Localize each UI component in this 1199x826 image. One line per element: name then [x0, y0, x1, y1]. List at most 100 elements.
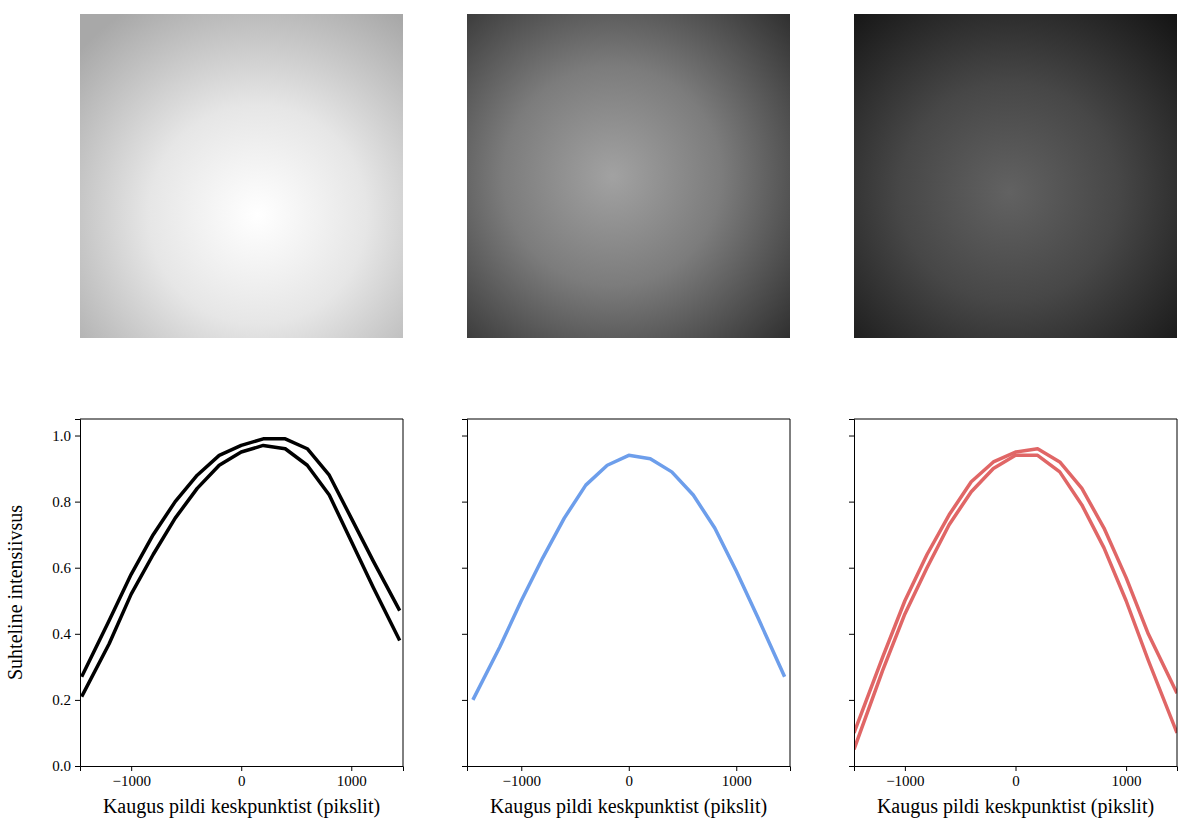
tick-mark — [849, 700, 854, 701]
tick-mark — [849, 568, 854, 569]
tick-label: 1000 — [337, 773, 367, 789]
tick-label: −1000 — [886, 773, 924, 789]
tick-label: −1000 — [112, 773, 150, 789]
tick-mark — [905, 766, 906, 771]
tick-label: 0 — [626, 773, 634, 789]
profile-line — [473, 455, 785, 700]
flat-field-image — [80, 14, 403, 338]
tick-mark — [521, 766, 522, 771]
tick-mark — [462, 634, 467, 635]
y-tick: 1.0 — [52, 428, 80, 444]
x-axis: −1000 0 1000 — [81, 766, 404, 789]
tick-label: 0.8 — [52, 494, 71, 510]
y-axis-title: Suhteline intensiivsus — [4, 505, 26, 680]
tick-mark — [131, 766, 132, 771]
tick-mark — [462, 436, 467, 437]
profile-line — [854, 449, 1177, 733]
tick-label: 0.6 — [52, 560, 71, 576]
tick-mark — [462, 502, 467, 503]
y-tick — [849, 766, 854, 767]
tick-mark — [849, 502, 854, 503]
y-tick: 0.2 — [52, 692, 80, 708]
y-tick — [849, 568, 854, 569]
axis-line — [468, 767, 791, 772]
frame — [467, 419, 790, 420]
x-axis: −1000 0 1000 — [855, 766, 1178, 789]
figure: −1000 0 1000 0.0 0.2 0.4 0.6 0.8 1.0 Kaugus pildi… — [0, 0, 1199, 826]
tick-mark — [629, 766, 630, 771]
y-tick — [462, 568, 467, 569]
x-axis-title: Kaugus pildi keskpunktist (pikslit) — [103, 795, 380, 818]
tick-mark — [462, 700, 467, 701]
axis-line — [462, 420, 468, 767]
profile-line — [854, 455, 1177, 749]
tick-mark — [736, 766, 737, 771]
y-tick: 0.4 — [52, 626, 80, 642]
y-tick: 0.8 — [52, 494, 80, 510]
y-tick — [462, 634, 467, 635]
y-tick: 0.0 — [52, 758, 80, 774]
tick-mark — [462, 568, 467, 569]
x-tick: 0 — [238, 766, 246, 789]
tick-label: 1000 — [722, 773, 752, 789]
tick-mark — [849, 634, 854, 635]
x-axis-title: Kaugus pildi keskpunktist (pikslit) — [490, 795, 767, 818]
x-axis-title: Kaugus pildi keskpunktist (pikslit) — [877, 795, 1154, 818]
frame — [854, 419, 1177, 420]
tick-label: 0.0 — [52, 758, 71, 774]
y-tick — [849, 634, 854, 635]
y-tick — [462, 436, 467, 437]
tick-mark — [75, 634, 80, 635]
tick-mark — [849, 436, 854, 437]
y-tick — [462, 502, 467, 503]
y-tick: 0.6 — [52, 560, 80, 576]
y-axis: 0.0 0.2 0.4 0.6 0.8 1.0 — [52, 420, 80, 775]
x-tick: −1000 — [886, 766, 924, 789]
tick-label: 0.4 — [52, 626, 71, 642]
plot-area — [854, 449, 1177, 750]
tick-mark — [75, 766, 80, 767]
tick-mark — [75, 436, 80, 437]
profile-line — [82, 439, 400, 677]
y-tick — [849, 502, 854, 503]
y-axis — [462, 420, 468, 767]
x-tick: 1000 — [722, 766, 752, 789]
frame — [80, 419, 403, 420]
frame — [790, 419, 791, 766]
tick-mark — [75, 502, 80, 503]
x-tick: 0 — [1012, 766, 1020, 789]
tick-mark — [462, 766, 467, 767]
tick-mark — [75, 700, 80, 701]
tick-mark — [1016, 766, 1017, 771]
tick-label: 1.0 — [52, 428, 71, 444]
profile-line — [82, 445, 400, 696]
frame — [1177, 419, 1178, 766]
axis-line — [849, 420, 855, 767]
y-tick — [462, 766, 467, 767]
y-tick — [462, 700, 467, 701]
tick-mark — [1126, 766, 1127, 771]
tick-label: 0.2 — [52, 692, 71, 708]
axis-line — [855, 767, 1178, 772]
tick-mark — [351, 766, 352, 771]
x-tick: 0 — [626, 766, 634, 789]
x-tick: 1000 — [1112, 766, 1142, 789]
tick-mark — [75, 568, 80, 569]
tick-label: 1000 — [1112, 773, 1142, 789]
x-tick: 1000 — [337, 766, 367, 789]
tick-mark — [849, 766, 854, 767]
axis-line — [81, 767, 404, 772]
tick-mark — [241, 766, 242, 771]
x-tick: −1000 — [112, 766, 150, 789]
y-tick — [849, 700, 854, 701]
tick-label: −1000 — [503, 773, 541, 789]
tick-label: 0 — [238, 773, 246, 789]
x-tick: −1000 — [503, 766, 541, 789]
flat-field-image — [467, 14, 790, 338]
frame — [403, 419, 404, 766]
y-tick — [849, 436, 854, 437]
y-axis — [849, 420, 855, 767]
plot-area — [82, 439, 400, 697]
axis-line — [75, 420, 81, 767]
tick-label: 0 — [1012, 773, 1020, 789]
